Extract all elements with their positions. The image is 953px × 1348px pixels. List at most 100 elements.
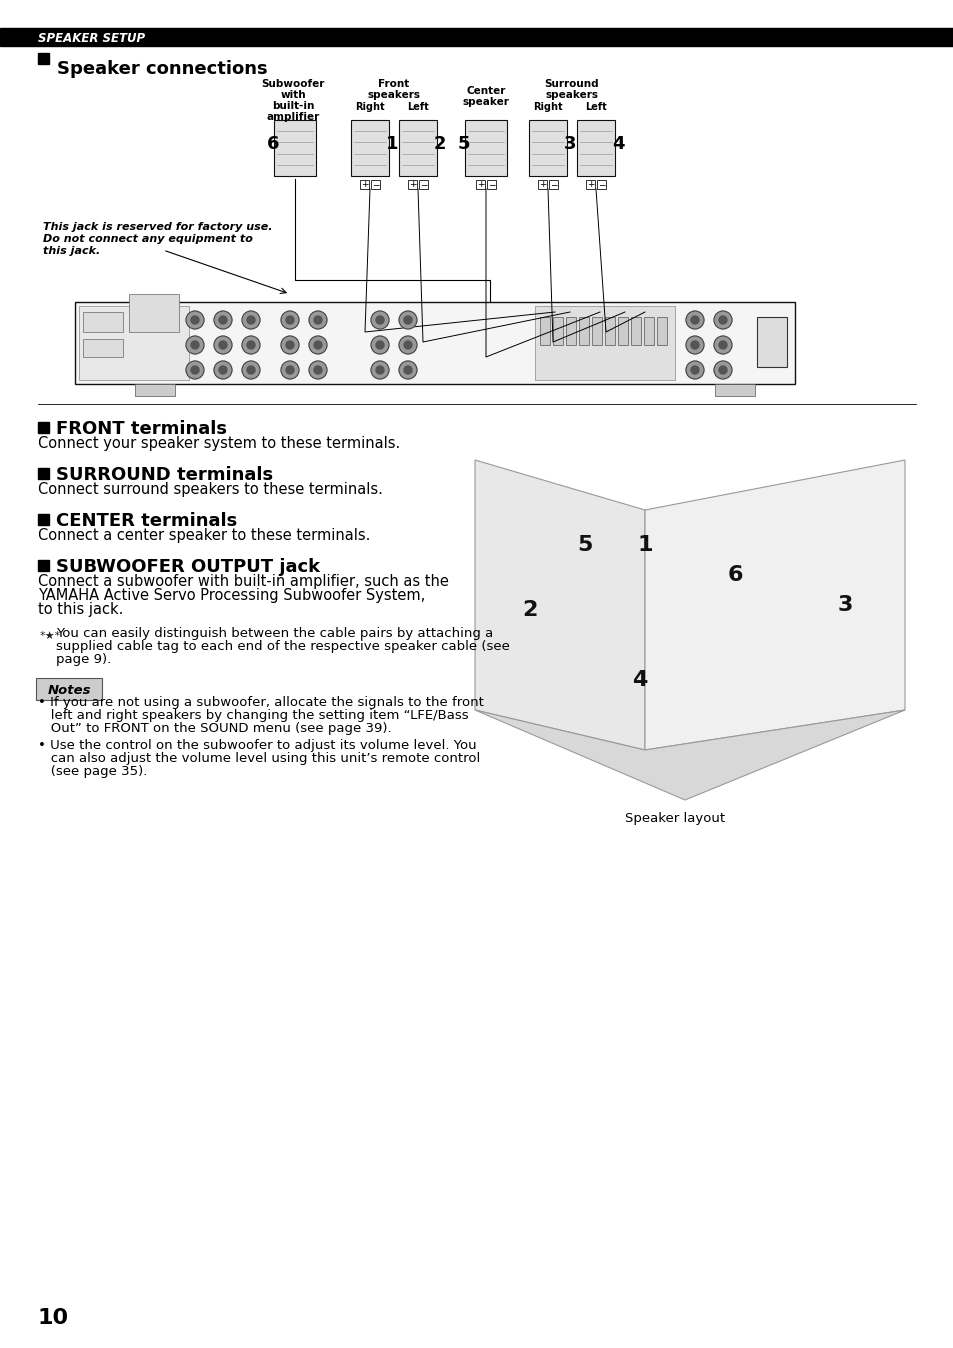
- Bar: [408, 181, 416, 189]
- Circle shape: [403, 367, 412, 373]
- Text: −: −: [487, 181, 495, 189]
- Text: +: +: [408, 181, 416, 189]
- Text: You can easily distinguish between the cable pairs by attaching a: You can easily distinguish between the c…: [56, 627, 493, 640]
- Circle shape: [713, 311, 731, 329]
- Text: −: −: [372, 181, 379, 189]
- Bar: [359, 181, 369, 189]
- Text: 10: 10: [38, 1308, 69, 1328]
- Circle shape: [398, 361, 416, 379]
- Polygon shape: [644, 460, 904, 749]
- Circle shape: [685, 311, 703, 329]
- Circle shape: [309, 336, 327, 355]
- Circle shape: [403, 341, 412, 349]
- Bar: [657, 317, 666, 345]
- Circle shape: [690, 367, 699, 373]
- Circle shape: [247, 367, 254, 373]
- Circle shape: [242, 361, 260, 379]
- Text: This jack is reserved for factory use.: This jack is reserved for factory use.: [43, 222, 273, 232]
- Circle shape: [690, 341, 699, 349]
- Bar: [578, 317, 588, 345]
- Bar: [83, 338, 123, 357]
- Text: can also adjust the volume level using this unit’s remote control: can also adjust the volume level using t…: [38, 752, 479, 766]
- Text: SURROUND terminals: SURROUND terminals: [56, 465, 273, 484]
- Circle shape: [713, 361, 731, 379]
- Text: Speaker connections: Speaker connections: [57, 59, 268, 77]
- Bar: [585, 181, 595, 189]
- Text: 3: 3: [837, 594, 852, 615]
- Text: (see page 35).: (see page 35).: [38, 766, 147, 778]
- Bar: [577, 120, 615, 177]
- Text: Right: Right: [355, 102, 384, 112]
- Circle shape: [713, 336, 731, 355]
- Circle shape: [213, 336, 232, 355]
- Text: 4: 4: [611, 135, 623, 154]
- Circle shape: [309, 361, 327, 379]
- FancyBboxPatch shape: [36, 678, 102, 700]
- Text: 5: 5: [577, 535, 592, 555]
- Text: left and right speakers by changing the setting item “LFE/Bass: left and right speakers by changing the …: [38, 709, 468, 723]
- Circle shape: [398, 311, 416, 329]
- Text: • If you are not using a subwoofer, allocate the signals to the front: • If you are not using a subwoofer, allo…: [38, 696, 483, 709]
- Circle shape: [286, 341, 294, 349]
- Text: YAMAHA Active Servo Processing Subwoofer System,: YAMAHA Active Servo Processing Subwoofer…: [38, 588, 425, 603]
- Bar: [630, 317, 640, 345]
- Text: 3: 3: [563, 135, 576, 154]
- Circle shape: [281, 361, 298, 379]
- Text: Left: Left: [584, 102, 606, 112]
- Circle shape: [690, 315, 699, 324]
- Bar: [464, 120, 506, 177]
- Circle shape: [247, 341, 254, 349]
- Bar: [38, 514, 49, 524]
- Polygon shape: [475, 710, 904, 799]
- Bar: [553, 317, 562, 345]
- Text: Connect surround speakers to these terminals.: Connect surround speakers to these termi…: [38, 483, 382, 497]
- Text: CENTER terminals: CENTER terminals: [56, 511, 237, 530]
- Circle shape: [309, 311, 327, 329]
- Circle shape: [213, 311, 232, 329]
- Text: *★*: *★*: [40, 631, 61, 642]
- Circle shape: [219, 367, 227, 373]
- Text: +: +: [476, 181, 484, 189]
- Circle shape: [371, 336, 389, 355]
- Text: amplifier: amplifier: [266, 112, 319, 123]
- Bar: [418, 181, 428, 189]
- Text: FRONT terminals: FRONT terminals: [56, 419, 227, 438]
- Text: Right: Right: [533, 102, 562, 112]
- Text: Do not connect any equipment to: Do not connect any equipment to: [43, 235, 253, 244]
- Text: +: +: [586, 181, 594, 189]
- Text: Left: Left: [407, 102, 429, 112]
- Text: this jack.: this jack.: [43, 245, 100, 256]
- Circle shape: [403, 315, 412, 324]
- Text: SUBWOOFER OUTPUT jack: SUBWOOFER OUTPUT jack: [56, 558, 320, 576]
- Text: Connect a subwoofer with built-in amplifier, such as the: Connect a subwoofer with built-in amplif…: [38, 574, 449, 589]
- Bar: [539, 317, 550, 345]
- Text: Connect a center speaker to these terminals.: Connect a center speaker to these termin…: [38, 528, 370, 543]
- Circle shape: [281, 311, 298, 329]
- Text: +: +: [538, 181, 546, 189]
- Text: speaker: speaker: [462, 97, 509, 106]
- Bar: [0, 28, 953, 46]
- Circle shape: [375, 367, 384, 373]
- Text: with: with: [280, 90, 306, 100]
- Bar: [75, 302, 794, 384]
- Circle shape: [191, 315, 199, 324]
- Circle shape: [247, 315, 254, 324]
- Text: 5: 5: [457, 135, 470, 154]
- Bar: [371, 181, 379, 189]
- Bar: [83, 311, 123, 332]
- Text: 4: 4: [632, 670, 647, 690]
- Circle shape: [186, 361, 204, 379]
- Bar: [643, 317, 654, 345]
- Text: 2: 2: [521, 600, 537, 620]
- Text: to this jack.: to this jack.: [38, 603, 123, 617]
- Text: speakers: speakers: [545, 90, 598, 100]
- Bar: [398, 120, 436, 177]
- Bar: [529, 120, 566, 177]
- Circle shape: [314, 367, 322, 373]
- Text: 2: 2: [434, 135, 446, 154]
- Text: supplied cable tag to each end of the respective speaker cable (see: supplied cable tag to each end of the re…: [56, 640, 509, 652]
- Circle shape: [314, 315, 322, 324]
- Text: Notes: Notes: [48, 683, 91, 697]
- Bar: [38, 559, 49, 572]
- Bar: [565, 317, 576, 345]
